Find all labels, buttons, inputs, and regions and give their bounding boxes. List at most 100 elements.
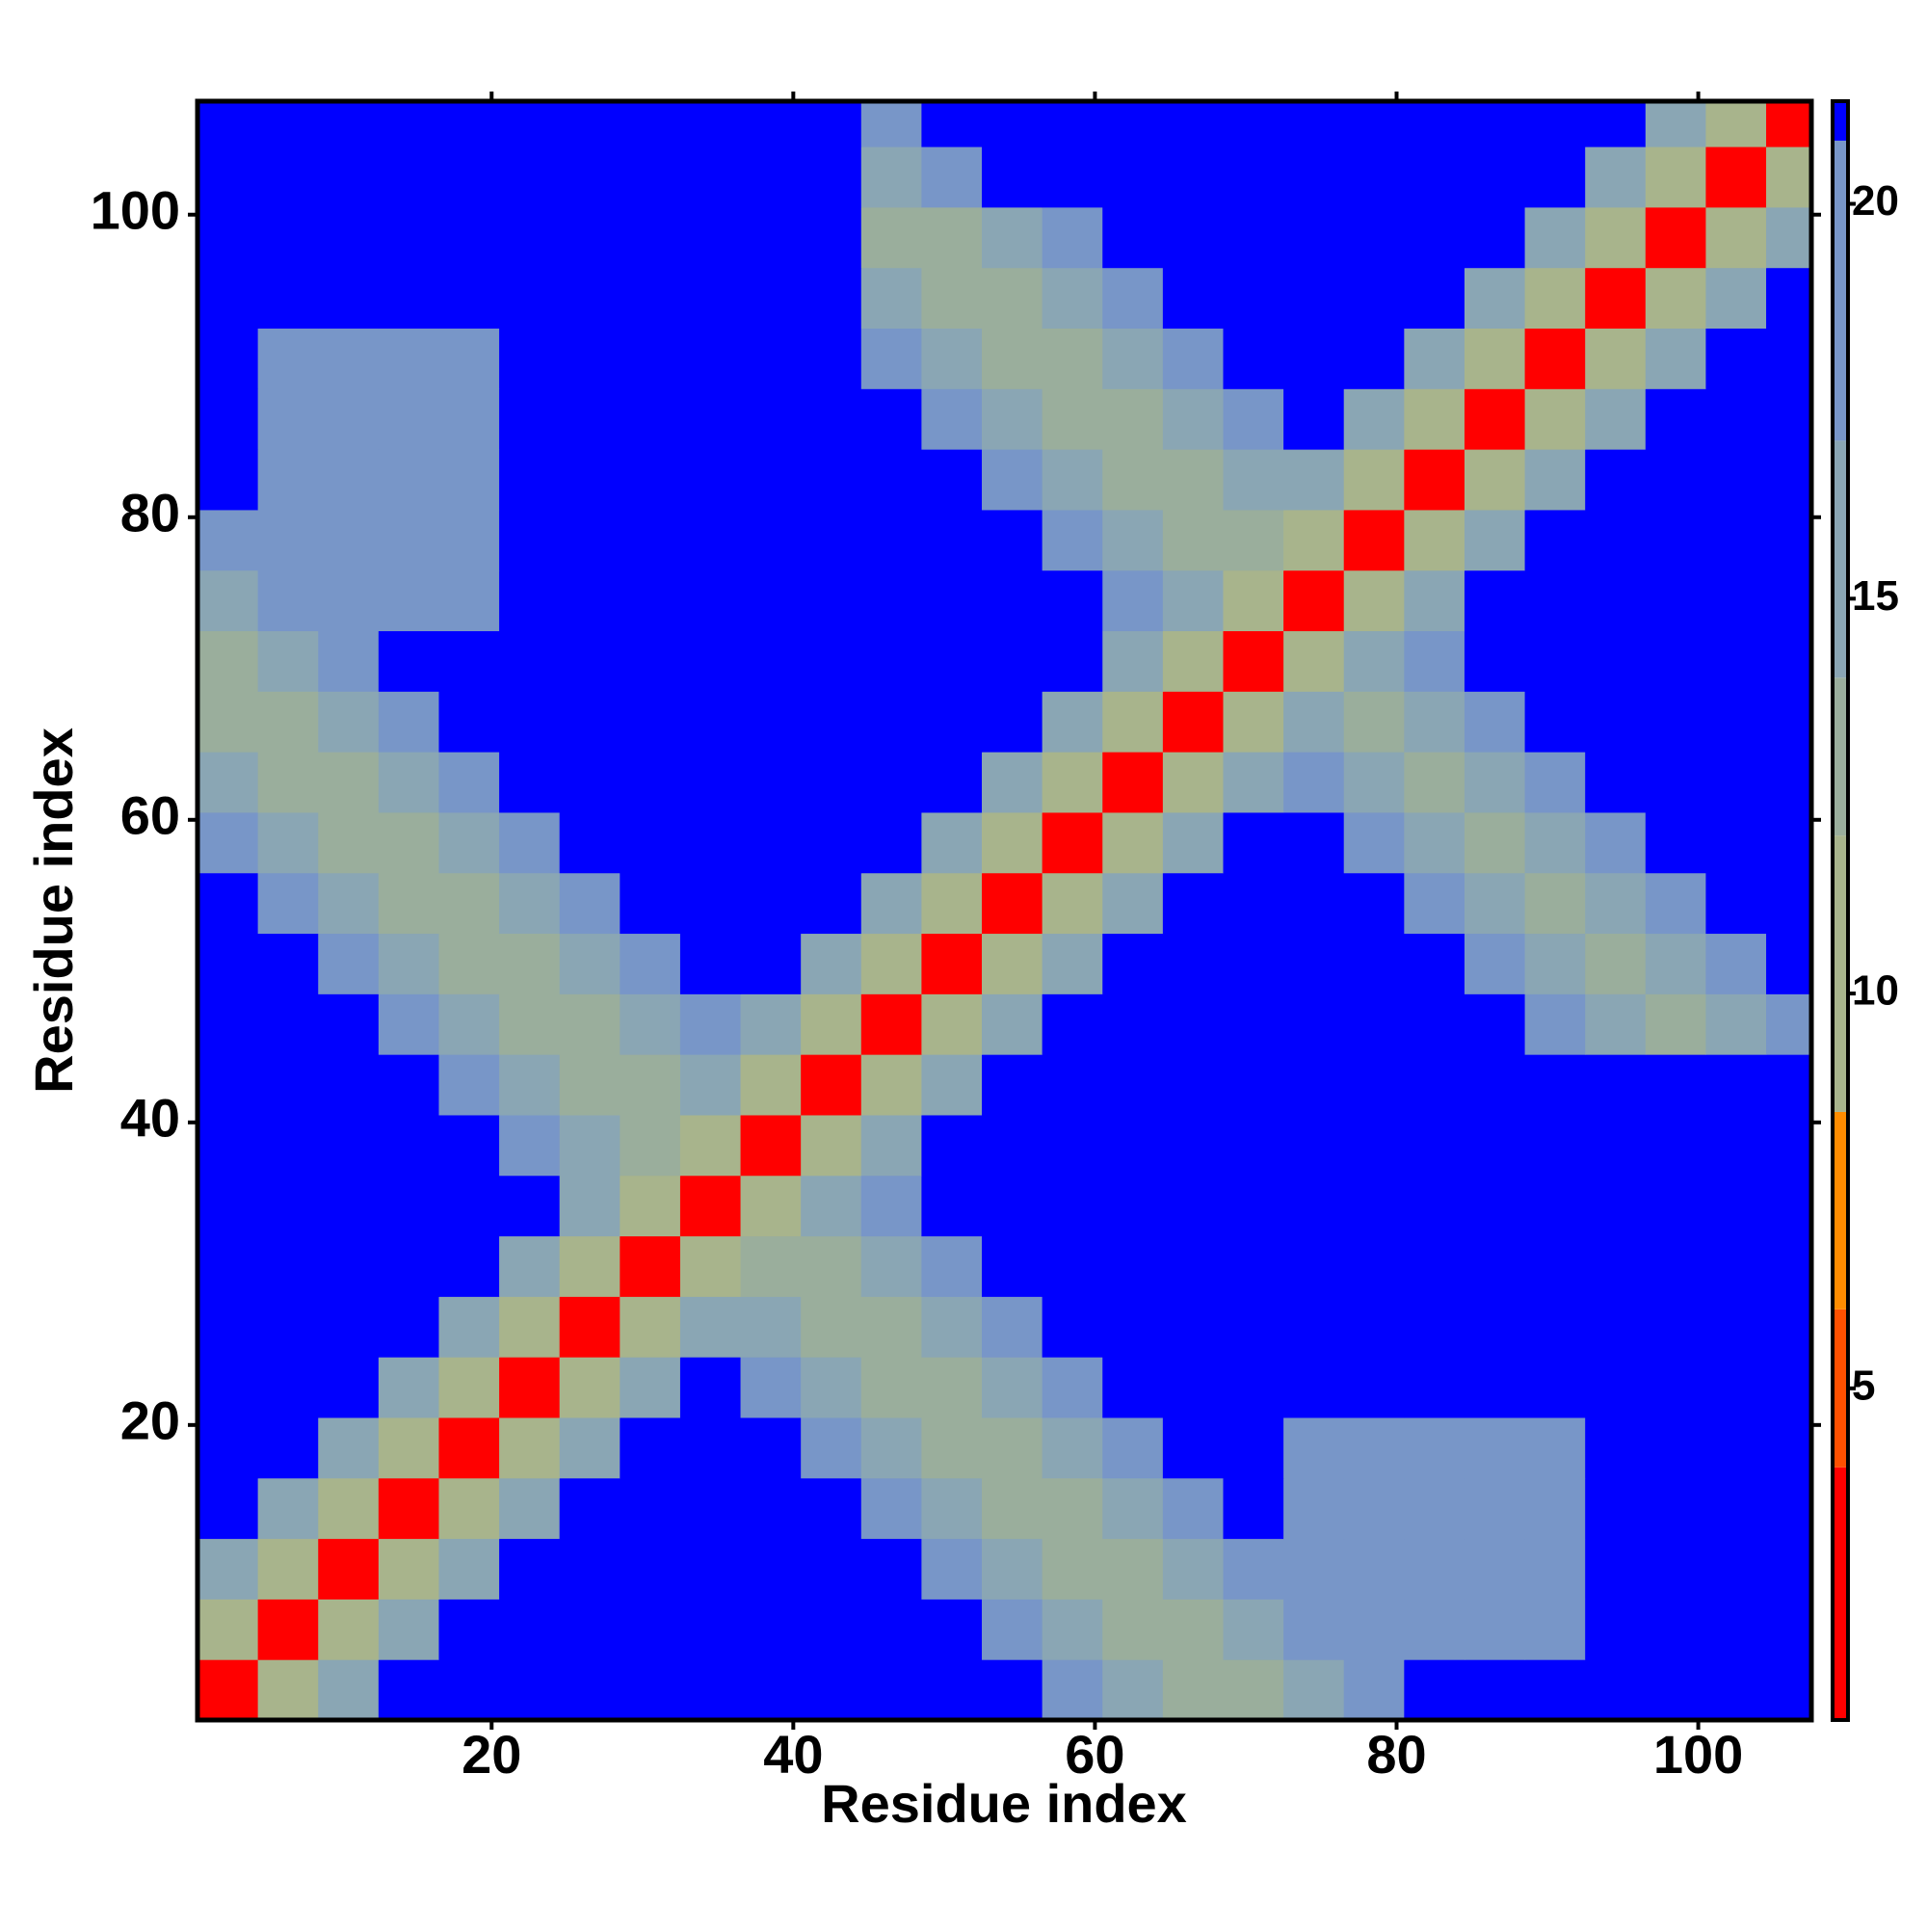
heatmap-cell xyxy=(1585,1357,1647,1418)
heatmap-cell xyxy=(378,1175,439,1237)
heatmap-cell xyxy=(860,933,922,994)
heatmap-cell xyxy=(1343,691,1405,753)
heatmap-cell xyxy=(378,630,439,692)
heatmap-cell xyxy=(801,630,862,692)
heatmap-cell xyxy=(801,206,862,269)
heatmap-cell xyxy=(1162,1235,1224,1297)
heatmap-cell xyxy=(740,1659,802,1720)
heatmap-cell xyxy=(1585,101,1647,147)
heatmap-cell xyxy=(1464,993,1526,1055)
heatmap-cell xyxy=(257,993,319,1055)
heatmap-cell xyxy=(860,1054,922,1116)
heatmap-cell xyxy=(1464,509,1526,571)
heatmap-cell xyxy=(740,1416,802,1479)
heatmap-cell xyxy=(1102,630,1164,692)
heatmap-cell xyxy=(921,811,983,874)
heatmap-cell xyxy=(740,1599,802,1660)
heatmap-cell xyxy=(1404,1416,1465,1479)
heatmap-cell xyxy=(679,449,742,511)
heatmap-cell xyxy=(801,1538,862,1600)
heatmap-cell xyxy=(1524,752,1586,813)
heatmap-cell xyxy=(1283,388,1345,450)
heatmap-cell xyxy=(860,993,922,1055)
heatmap-cell xyxy=(1585,206,1647,269)
heatmap-cell xyxy=(801,993,862,1055)
heatmap-cell xyxy=(1223,1235,1284,1297)
heatmap-cell xyxy=(982,630,1043,692)
heatmap-cell xyxy=(679,811,742,874)
heatmap-cell xyxy=(1223,691,1284,753)
heatmap-cell xyxy=(438,569,500,632)
heatmap-cell xyxy=(921,267,983,330)
heatmap-cell xyxy=(921,1477,983,1540)
heatmap-cell xyxy=(982,993,1043,1055)
heatmap-cell xyxy=(740,1296,802,1358)
heatmap-cell xyxy=(1524,328,1586,389)
heatmap-cell xyxy=(1343,1054,1405,1116)
heatmap-cell xyxy=(1042,1416,1103,1479)
heatmap-cell xyxy=(198,1416,259,1479)
heatmap-cell xyxy=(1585,509,1647,571)
heatmap-cell xyxy=(982,1659,1043,1720)
heatmap-cell xyxy=(1042,933,1103,994)
heatmap-cell xyxy=(1524,1599,1586,1660)
heatmap-cell xyxy=(499,1416,561,1479)
heatmap-cell xyxy=(860,1235,922,1297)
heatmap-cell xyxy=(1042,328,1103,389)
colorbar-segment xyxy=(1833,1309,1848,1468)
heatmap-cell xyxy=(1283,811,1345,874)
heatmap-cell xyxy=(1162,509,1224,571)
heatmap-cell xyxy=(1162,101,1224,147)
heatmap-cell xyxy=(378,328,439,389)
heatmap-cell xyxy=(1705,1599,1767,1660)
heatmap-cell xyxy=(559,146,620,208)
heatmap-cell xyxy=(1162,1175,1224,1237)
heatmap-cell xyxy=(1343,811,1405,874)
heatmap-cell xyxy=(1645,1296,1706,1358)
heatmap-cell xyxy=(198,933,259,994)
heatmap-cell xyxy=(1766,1175,1811,1237)
heatmap-cell xyxy=(1404,872,1465,935)
heatmap-cell xyxy=(740,933,802,994)
heatmap-cell xyxy=(257,691,319,753)
heatmap-cell xyxy=(559,1114,620,1177)
heatmap-cell xyxy=(318,1599,380,1660)
heatmap-cell xyxy=(921,146,983,208)
heatmap-cell xyxy=(801,267,862,330)
heatmap-cell xyxy=(499,569,561,632)
heatmap-cell xyxy=(1766,388,1811,450)
heatmap-cell xyxy=(438,146,500,208)
heatmap-cell xyxy=(740,993,802,1055)
heatmap-cell xyxy=(1464,206,1526,269)
heatmap-cell xyxy=(198,1296,259,1358)
heatmap-cell xyxy=(318,509,380,571)
heatmap-cell xyxy=(1042,630,1103,692)
heatmap-cell xyxy=(378,752,439,813)
heatmap-cell xyxy=(620,933,681,994)
heatmap-cell xyxy=(1283,1054,1345,1116)
heatmap-cell xyxy=(1705,1357,1767,1418)
heatmap-cell xyxy=(198,630,259,692)
heatmap-cell xyxy=(1585,691,1647,753)
heatmap-cell xyxy=(1162,206,1224,269)
heatmap-cell xyxy=(1705,933,1767,994)
heatmap-cell xyxy=(438,449,500,511)
heatmap-cell xyxy=(257,1296,319,1358)
heatmap-cell xyxy=(1464,267,1526,330)
heatmap-cell xyxy=(1102,1538,1164,1600)
heatmap-cell xyxy=(1464,388,1526,450)
heatmap-cell xyxy=(1223,1296,1284,1358)
heatmap-cell xyxy=(679,1477,742,1540)
heatmap-cell xyxy=(499,1296,561,1358)
heatmap-cell xyxy=(378,388,439,450)
heatmap-cell xyxy=(318,1296,380,1358)
heatmap-cell xyxy=(620,1235,681,1297)
heatmap-cell xyxy=(318,1114,380,1177)
heatmap-cell xyxy=(198,328,259,389)
heatmap-cell xyxy=(1102,1659,1164,1720)
heatmap-cell xyxy=(499,101,561,147)
heatmap-cell xyxy=(982,267,1043,330)
heatmap-cell xyxy=(1223,1175,1284,1237)
heatmap-cell xyxy=(318,1416,380,1479)
heatmap-cell xyxy=(1404,1296,1465,1358)
